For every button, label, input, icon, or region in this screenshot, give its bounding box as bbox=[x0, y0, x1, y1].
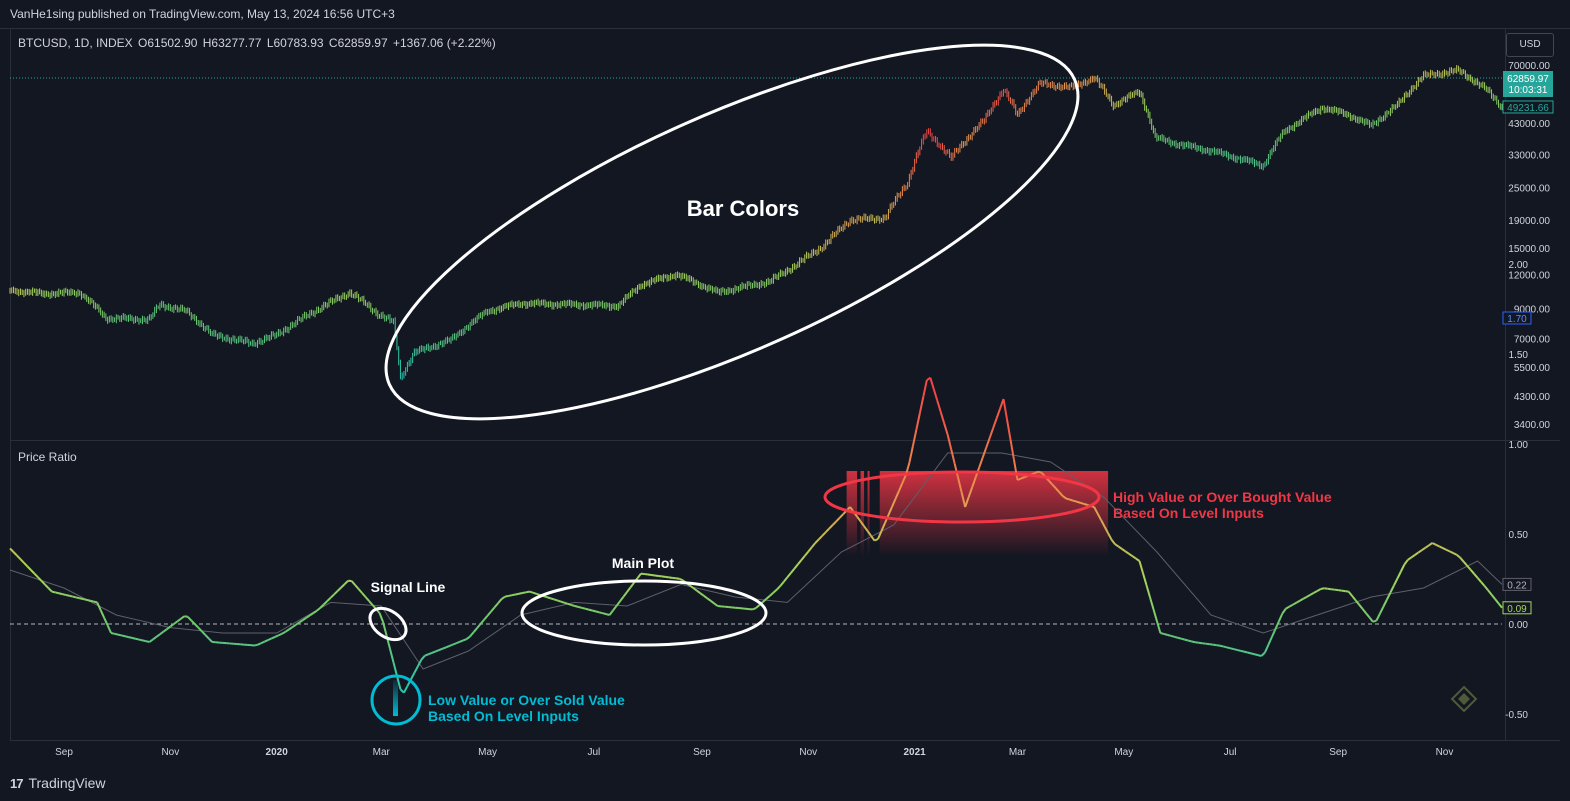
price-tick-label: 25000.00 bbox=[1508, 183, 1550, 194]
price-tick-label: 19000.00 bbox=[1508, 216, 1550, 227]
time-axis-border bbox=[10, 740, 1560, 741]
symbol-info[interactable]: BTCUSD, 1D, INDEX bbox=[18, 36, 133, 50]
current-price-tag bbox=[1503, 71, 1553, 97]
countdown-label: 10:03:31 bbox=[1509, 85, 1548, 96]
change-value: +1367.06 (+2.22%) bbox=[392, 36, 496, 50]
time-axis-group: Sep Nov 2020 Mar May Jul Sep Nov 2021 Mar May Jul Se… bbox=[55, 747, 1453, 758]
tradingview-logo[interactable]: 17 TradingView bbox=[10, 775, 106, 791]
marker-price-label: 49231.66 bbox=[1507, 103, 1549, 114]
marker-price-tag bbox=[1502, 100, 1554, 114]
price-tick-label: 43000.00 bbox=[1508, 119, 1550, 130]
publish-info: VanHe1sing published on TradingView.com,… bbox=[10, 7, 395, 21]
time-tick-label: Nov bbox=[161, 747, 179, 758]
price-tick-label: 7000.00 bbox=[1514, 334, 1551, 345]
tradingview-mark-icon: 17 bbox=[10, 775, 24, 791]
time-tick-label: Sep bbox=[693, 747, 711, 758]
upper-level-label: 1.70 bbox=[1507, 314, 1527, 325]
oscillator-axis-group: 2.001.501.000.500.00-0.501.70-1.000.220.… bbox=[1502, 260, 1538, 801]
osc-tick-label: 2.00 bbox=[1509, 260, 1529, 271]
tradingview-brand: TradingView bbox=[28, 775, 106, 791]
currency-button[interactable]: USD bbox=[1506, 33, 1554, 57]
osc-tick-label: 0.00 bbox=[1509, 620, 1529, 631]
current-price-label: 62859.97 bbox=[1507, 74, 1549, 85]
osc-tick-label: 1.00 bbox=[1509, 440, 1529, 451]
chart-area[interactable] bbox=[10, 28, 1506, 741]
indicator-title[interactable]: Price Ratio bbox=[18, 450, 77, 464]
osc-tick-label: 0.50 bbox=[1509, 530, 1529, 541]
pane-separator[interactable] bbox=[10, 440, 1560, 441]
osc-tick-label: -0.50 bbox=[1505, 710, 1528, 721]
price-tick-label: 57000.00 bbox=[1508, 86, 1550, 97]
time-tick-label: Jul bbox=[588, 747, 601, 758]
upper-level-tag bbox=[1502, 311, 1532, 325]
price-axis-group: 70000.00 57000.00 43000.00 33000.00 25000.00… bbox=[1502, 61, 1554, 431]
time-tick-label: Mar bbox=[1009, 747, 1027, 758]
time-tick-label: Nov bbox=[1436, 747, 1454, 758]
signal-value-tag bbox=[1502, 577, 1532, 591]
high-value: H63277.77 bbox=[202, 36, 262, 50]
main-value-label: 0.09 bbox=[1507, 604, 1527, 615]
price-tick-label: 15000.00 bbox=[1508, 244, 1550, 255]
time-tick-label: Sep bbox=[55, 747, 73, 758]
time-tick-label: 2020 bbox=[266, 747, 289, 758]
price-tick-label: 9000.00 bbox=[1514, 304, 1551, 315]
time-tick-label: May bbox=[1114, 747, 1133, 758]
symbol-legend[interactable]: BTCUSD, 1D, INDEX O61502.90 H63277.77 L6… bbox=[18, 36, 498, 50]
time-tick-label: Jul bbox=[1224, 747, 1237, 758]
time-tick-label: Sep bbox=[1329, 747, 1347, 758]
open-value: O61502.90 bbox=[138, 36, 198, 50]
price-tick-label: 70000.00 bbox=[1508, 61, 1550, 72]
price-tick-label: 5500.00 bbox=[1514, 363, 1551, 374]
price-tick-label: 33000.00 bbox=[1508, 150, 1550, 161]
publish-bar: VanHe1sing published on TradingView.com,… bbox=[0, 0, 1570, 29]
osc-tick-label: 1.50 bbox=[1509, 350, 1529, 361]
footer-bar bbox=[0, 765, 1570, 801]
time-tick-label: Mar bbox=[373, 747, 391, 758]
signal-value-label: 0.22 bbox=[1507, 580, 1527, 591]
close-value: C62859.97 bbox=[328, 36, 388, 50]
time-tick-label: 2021 bbox=[903, 747, 926, 758]
low-value: L60783.93 bbox=[266, 36, 324, 50]
main-value-tag bbox=[1502, 601, 1532, 615]
price-tick-label: 4300.00 bbox=[1514, 392, 1551, 403]
price-tick-label: 3400.00 bbox=[1514, 420, 1551, 431]
time-tick-label: Nov bbox=[799, 747, 817, 758]
price-tick-label: 12000.00 bbox=[1508, 270, 1550, 281]
time-tick-label: May bbox=[478, 747, 497, 758]
